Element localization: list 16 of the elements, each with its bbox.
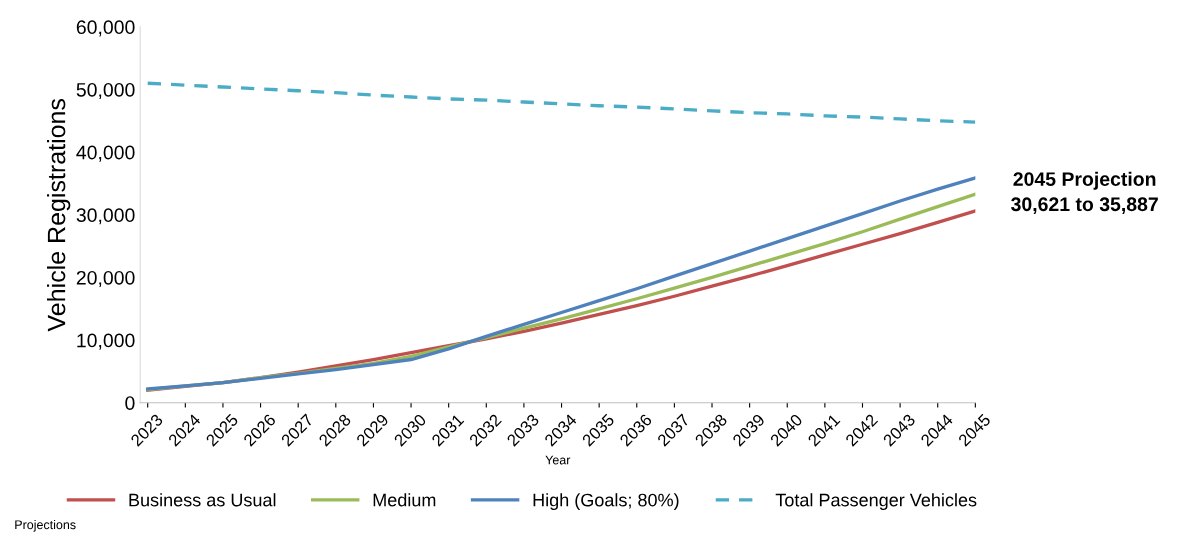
y-tick-label: 50,000 (76, 82, 135, 100)
y-tick-label: 0 (125, 396, 135, 410)
y-tick-label: 20,000 (76, 270, 135, 287)
y-tick-label: 60,000 (76, 20, 135, 37)
y-tick-label: 10,000 (77, 333, 135, 350)
text: 2045 Projection 30,621 to 35,887 (1011, 171, 1158, 214)
y-axis-title: Vehicle Registrations (47, 98, 71, 332)
y-tick-label: 30,000 (76, 208, 135, 225)
text: Projections (15, 519, 76, 532)
legend-label: High (Goals; 80%) (533, 493, 679, 511)
x-axis-title: Year (545, 455, 571, 465)
line-series (146, 81, 976, 124)
legend-label: Total Passenger Vehicles (775, 493, 977, 511)
legend-label: Business as Usual (129, 493, 276, 507)
y-tick-label: 40,000 (76, 145, 135, 162)
legend-label: Medium (373, 493, 436, 507)
